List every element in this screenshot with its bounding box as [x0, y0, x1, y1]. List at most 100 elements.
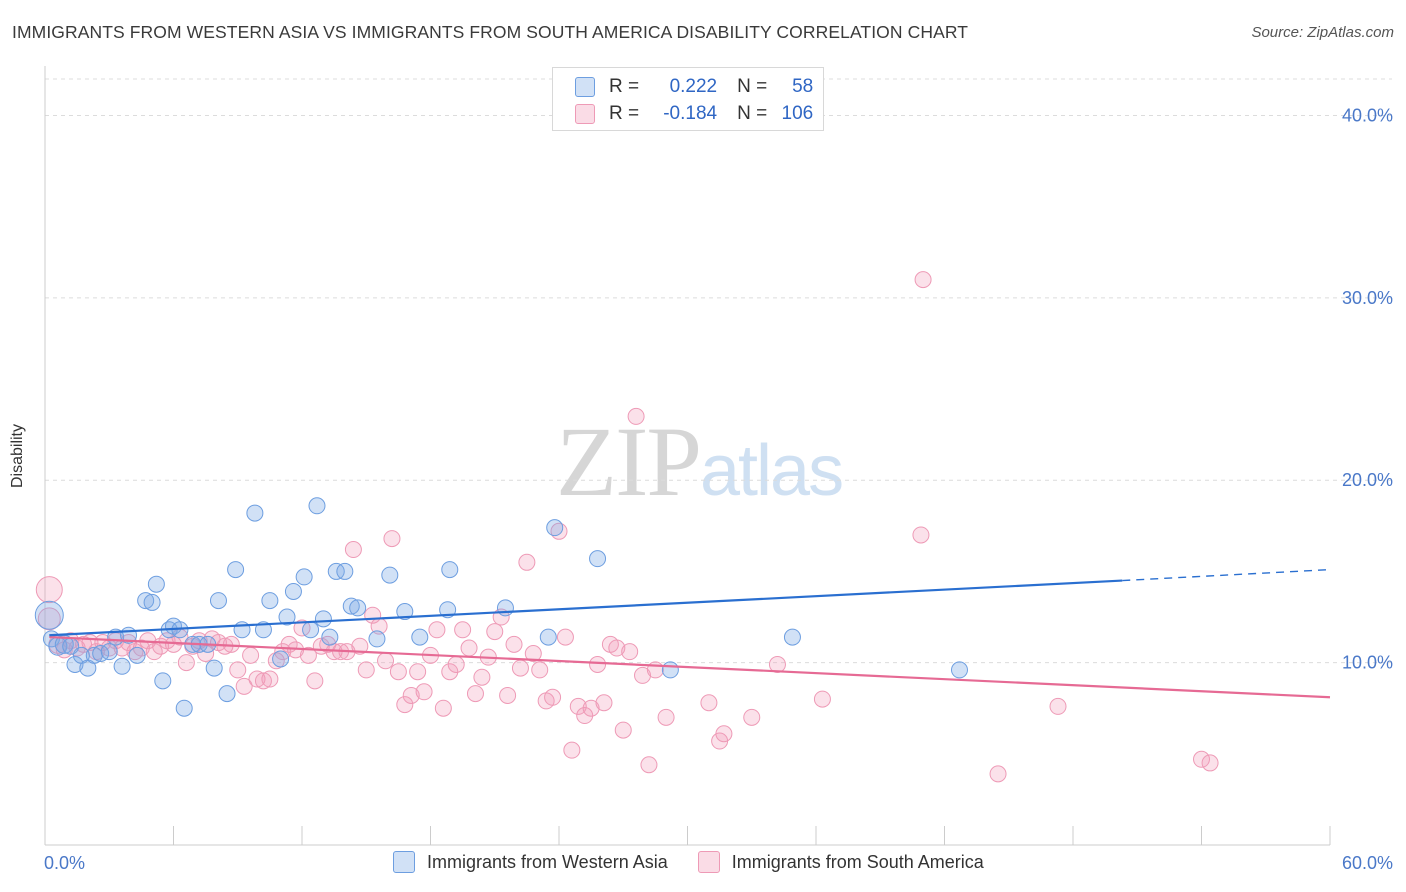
data-point-south-america [634, 666, 652, 684]
data-point-south-america [569, 697, 587, 715]
legend-n-value: 106 [781, 103, 814, 124]
data-point-western-asia [589, 550, 607, 568]
data-point-south-america [235, 677, 253, 695]
data-point-south-america [428, 621, 446, 639]
data-point-south-america [524, 645, 542, 662]
trend-line-south-america [49, 635, 1331, 699]
data-point-south-america [589, 655, 607, 673]
data-point-south-america [447, 655, 465, 673]
data-point-western-asia [209, 592, 227, 610]
data-point-western-asia [34, 600, 64, 630]
series-western-asia-points [34, 497, 968, 717]
data-point-western-asia [496, 599, 514, 617]
watermark-zip: ZIP [556, 406, 702, 517]
data-point-western-asia [368, 630, 386, 648]
data-point-south-america [556, 628, 574, 646]
watermark-atlas: atlas [700, 431, 844, 511]
series-legend: Immigrants from Western Asia Immigrants … [393, 851, 1014, 873]
data-point-south-america [531, 661, 549, 679]
data-point-western-asia [205, 659, 223, 677]
data-point-western-asia [396, 603, 414, 621]
trend-line-western-asia-projection [1122, 568, 1331, 582]
data-point-western-asia [546, 519, 564, 537]
data-point-south-america [486, 623, 504, 641]
data-point-south-america [621, 643, 639, 661]
data-point-western-asia [314, 610, 332, 628]
data-point-south-america [499, 686, 517, 704]
data-point-south-america [261, 670, 279, 688]
data-point-south-america [434, 699, 452, 717]
data-point-south-america [743, 708, 761, 726]
data-point-western-asia [137, 592, 155, 610]
data-point-western-asia [381, 566, 399, 584]
data-point-south-america [242, 646, 260, 664]
legend-n-key: N = [737, 76, 768, 97]
data-point-south-america [1201, 754, 1219, 772]
data-point-south-america [299, 646, 317, 664]
data-point-western-asia [100, 643, 118, 661]
data-point-western-asia [218, 685, 236, 703]
data-point-western-asia [272, 650, 290, 668]
tick-labels: 10.0% 20.0% 30.0% 40.0% 0.0% 60.0% [44, 105, 1393, 873]
legend-r-value: -0.184 [663, 103, 718, 124]
data-point-south-america [409, 663, 427, 681]
data-point-south-america [511, 659, 529, 677]
data-point-south-america [700, 694, 718, 712]
data-point-western-asia [308, 497, 326, 515]
data-point-south-america [377, 652, 395, 670]
grid-lines [45, 78, 1392, 664]
data-point-western-asia [143, 593, 161, 611]
data-point-western-asia [295, 568, 313, 586]
data-point-south-america [383, 530, 401, 548]
data-point-south-america [35, 576, 63, 604]
data-point-south-america [454, 621, 472, 639]
data-point-western-asia [783, 628, 801, 646]
data-point-south-america [344, 541, 362, 559]
data-point-western-asia [336, 562, 354, 580]
legend-r-key: R = [609, 76, 640, 97]
data-point-south-america [389, 663, 407, 681]
watermark: ZIPatlas [556, 404, 844, 519]
data-point-south-america [229, 661, 247, 679]
data-point-south-america [505, 635, 523, 653]
data-point-western-asia [302, 621, 320, 639]
trend-line-western-asia [49, 579, 1123, 637]
data-point-south-america [595, 694, 613, 712]
data-point-south-america [576, 707, 594, 725]
legend-item-western-asia: Immigrants from Western Asia [393, 851, 668, 873]
data-point-south-america [37, 607, 61, 631]
data-point-western-asia [327, 562, 345, 580]
data-point-western-asia [950, 661, 968, 679]
data-point-south-america [1049, 697, 1067, 715]
legend-r-key: R = [609, 103, 640, 124]
data-point-south-america [357, 661, 375, 679]
data-point-south-america [120, 634, 138, 652]
data-point-south-america [582, 699, 600, 717]
data-point-south-america [544, 688, 562, 706]
y-tick-label: 30.0% [1342, 288, 1393, 308]
data-point-south-america [627, 407, 645, 425]
data-point-south-america [351, 637, 369, 655]
data-point-south-america [1193, 750, 1210, 768]
data-point-western-asia [349, 599, 367, 617]
data-point-western-asia [113, 657, 131, 675]
chart-title: IMMIGRANTS FROM WESTERN ASIA VS IMMIGRAN… [12, 22, 969, 42]
data-point-south-america [914, 271, 932, 289]
legend-row-south-america: R = -0.184 N = 106 [575, 101, 813, 127]
data-point-western-asia [278, 608, 296, 626]
legend-label-south-america: Immigrants from South America [731, 851, 984, 872]
data-point-south-america [912, 526, 930, 544]
data-point-south-america [466, 685, 484, 703]
data-point-western-asia [227, 561, 245, 579]
data-point-south-america [248, 670, 266, 688]
data-point-south-america [608, 639, 626, 657]
data-point-western-asia [254, 621, 272, 639]
data-point-western-asia [342, 597, 360, 615]
legend-swatch-western-asia [575, 77, 595, 97]
data-point-south-america [402, 686, 420, 704]
data-point-south-america [75, 635, 93, 653]
data-point-south-america [293, 619, 311, 637]
data-point-western-asia [284, 582, 302, 600]
data-point-western-asia [246, 504, 264, 522]
